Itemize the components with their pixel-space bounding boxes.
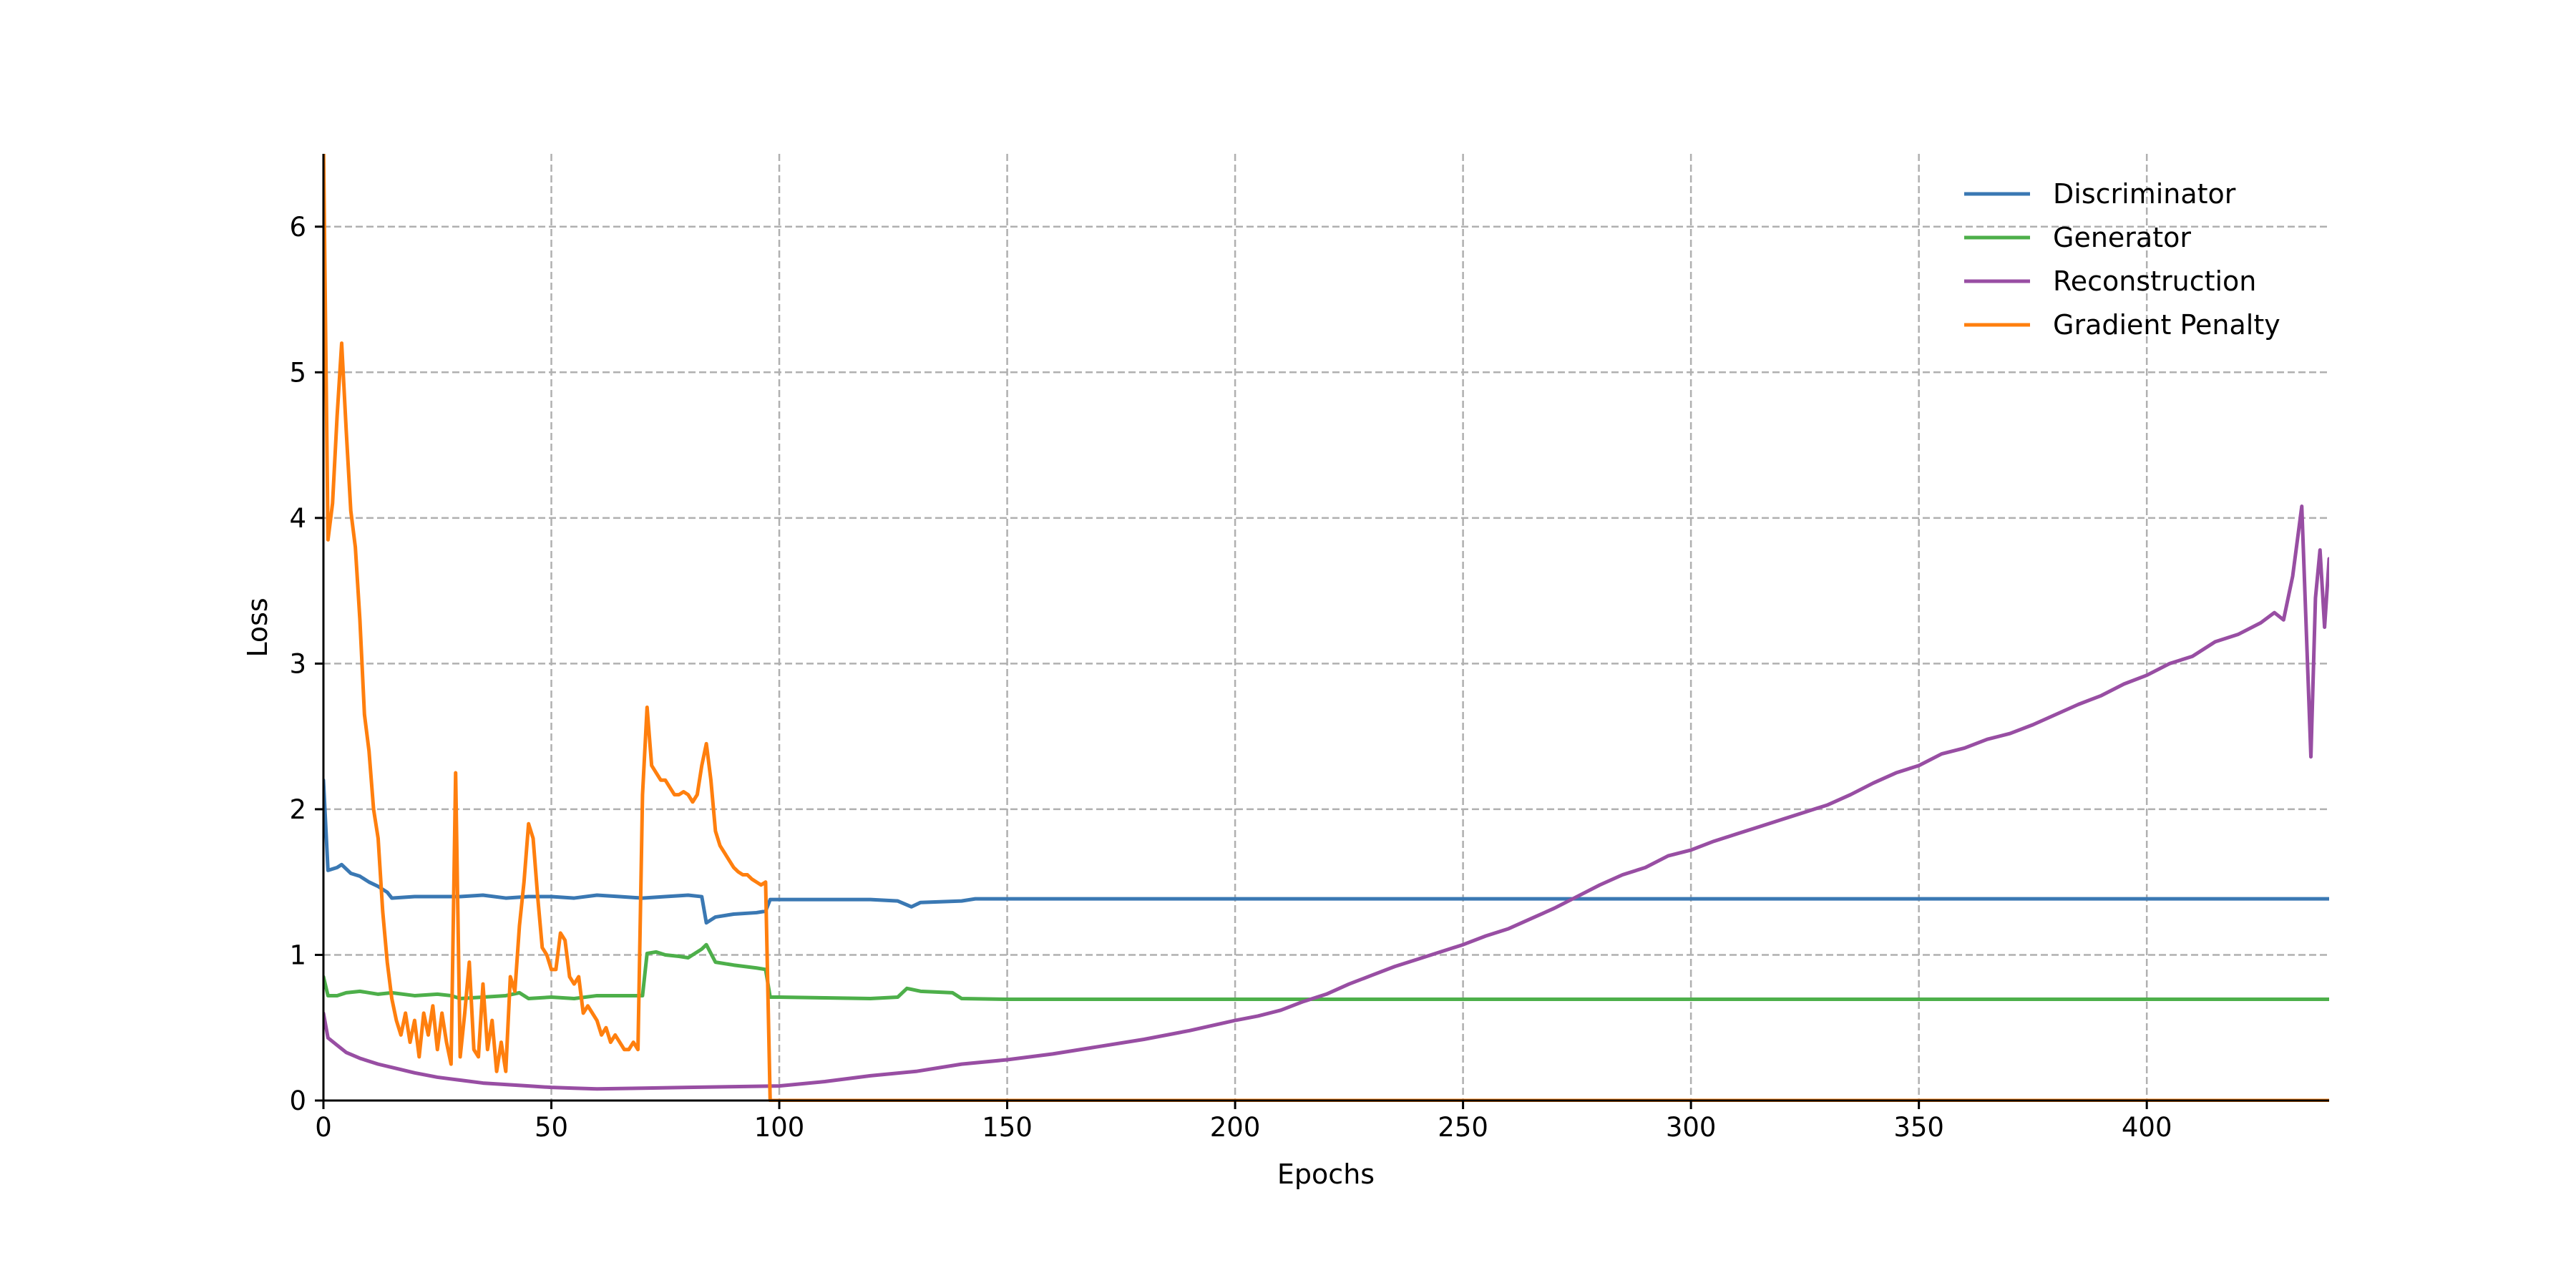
x-tick-label: 150 xyxy=(982,1112,1033,1143)
y-tick-label: 6 xyxy=(289,212,306,243)
x-axis-label: Epochs xyxy=(1277,1158,1375,1190)
y-tick-label: 5 xyxy=(289,357,306,388)
legend-label-gradient-penalty: Gradient Penalty xyxy=(2053,309,2280,341)
x-tick-label: 250 xyxy=(1438,1112,1488,1143)
series-line-generator xyxy=(323,942,2329,1002)
y-ticks: 0 1 2 3 4 5 6 xyxy=(289,212,323,1116)
x-tick-label: 400 xyxy=(2122,1112,2172,1143)
y-axis-label: Loss xyxy=(242,597,273,657)
legend-label-reconstruction: Reconstruction xyxy=(2053,265,2256,297)
legend-label-discriminator: Discriminator xyxy=(2053,178,2236,210)
series-line-gradient-penalty xyxy=(323,154,2329,1102)
legend-label-generator: Generator xyxy=(2053,222,2191,253)
x-tick-label: 300 xyxy=(1666,1112,1717,1143)
grid xyxy=(323,154,2329,1101)
x-tick-label: 350 xyxy=(1893,1112,1944,1143)
y-tick-label: 2 xyxy=(289,794,306,825)
series-lines xyxy=(323,154,2329,1102)
x-tick-label: 100 xyxy=(754,1112,805,1143)
legend: Discriminator Generator Reconstruction Grad… xyxy=(1964,178,2280,341)
axes xyxy=(322,154,2329,1102)
y-tick-label: 0 xyxy=(289,1085,306,1116)
x-tick-label: 200 xyxy=(1210,1112,1261,1143)
y-tick-label: 4 xyxy=(289,503,306,534)
y-tick-label: 1 xyxy=(289,940,306,970)
x-tick-label: 50 xyxy=(535,1112,568,1143)
series-line-reconstruction xyxy=(323,504,2329,1091)
x-tick-label: 0 xyxy=(315,1112,332,1143)
y-tick-label: 3 xyxy=(289,648,306,679)
series-line-discriminator xyxy=(323,778,2329,925)
x-ticks: 0 50 100 150 200 250 300 350 400 xyxy=(315,1101,2172,1143)
